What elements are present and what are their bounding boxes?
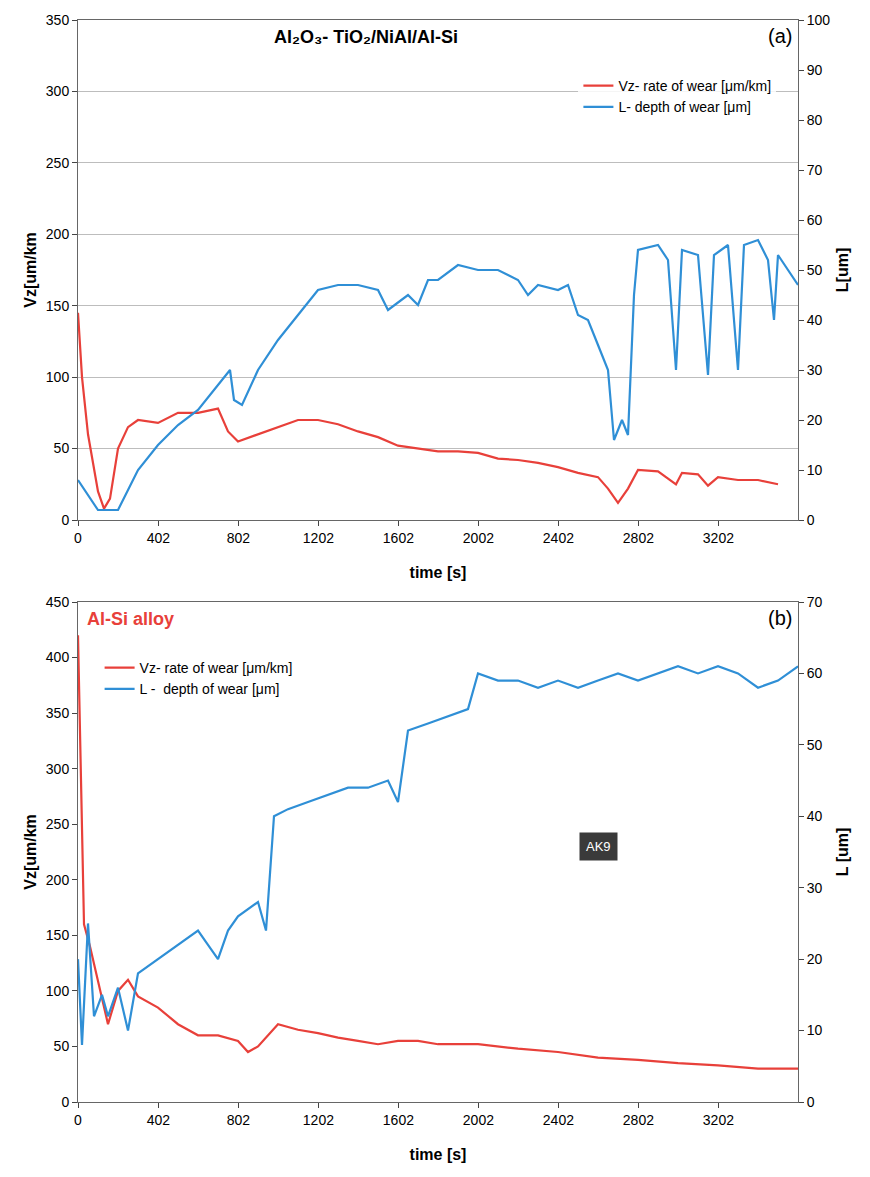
svg-text:100: 100: [46, 369, 70, 385]
svg-text:250: 250: [46, 155, 70, 171]
svg-text:Vz- rate of wear [μm/km]: Vz- rate of wear [μm/km]: [140, 660, 293, 676]
svg-text:100: 100: [807, 12, 831, 28]
svg-text:400: 400: [46, 649, 70, 665]
svg-text:50: 50: [807, 262, 823, 278]
svg-text:10: 10: [807, 1022, 823, 1038]
svg-text:450: 450: [46, 594, 70, 610]
svg-text:0: 0: [74, 1112, 82, 1128]
svg-text:1202: 1202: [303, 1112, 334, 1128]
svg-text:Al-Si alloy: Al-Si alloy: [87, 609, 174, 629]
svg-text:Al₂O₃- TiO₂/NiAl/Al-Si: Al₂O₃- TiO₂/NiAl/Al-Si: [274, 27, 458, 47]
svg-text:250: 250: [46, 816, 70, 832]
svg-text:L - depth of wear [μm]: L - depth of wear [μm]: [140, 681, 280, 697]
svg-text:350: 350: [46, 705, 70, 721]
svg-text:0: 0: [74, 530, 82, 546]
svg-text:300: 300: [46, 83, 70, 99]
svg-text:time [s]: time [s]: [410, 1146, 467, 1163]
svg-text:2002: 2002: [463, 530, 494, 546]
svg-text:(a): (a): [768, 25, 792, 47]
svg-text:(b): (b): [768, 607, 792, 629]
svg-text:Vz- rate of wear [μm/km]: Vz- rate of wear [μm/km]: [618, 78, 771, 94]
svg-text:60: 60: [807, 212, 823, 228]
svg-text:802: 802: [227, 530, 251, 546]
svg-text:time [s]: time [s]: [410, 564, 467, 581]
svg-text:150: 150: [46, 298, 70, 314]
svg-text:0: 0: [61, 512, 69, 528]
svg-text:1202: 1202: [303, 530, 334, 546]
svg-text:2002: 2002: [463, 1112, 494, 1128]
svg-text:2402: 2402: [543, 530, 574, 546]
svg-text:40: 40: [807, 312, 823, 328]
svg-text:150: 150: [46, 927, 70, 943]
svg-text:20: 20: [807, 951, 823, 967]
svg-text:200: 200: [46, 872, 70, 888]
svg-text:30: 30: [807, 362, 823, 378]
svg-text:2802: 2802: [623, 1112, 654, 1128]
svg-text:30: 30: [807, 880, 823, 896]
svg-text:402: 402: [147, 1112, 171, 1128]
svg-text:80: 80: [807, 112, 823, 128]
svg-text:L[um]: L[um]: [834, 248, 851, 292]
svg-text:300: 300: [46, 761, 70, 777]
svg-text:90: 90: [807, 62, 823, 78]
svg-text:50: 50: [54, 440, 70, 456]
svg-text:AK9: AK9: [586, 839, 611, 854]
svg-text:802: 802: [227, 1112, 251, 1128]
svg-text:50: 50: [54, 1038, 70, 1054]
svg-text:1602: 1602: [383, 1112, 414, 1128]
svg-text:3202: 3202: [703, 1112, 734, 1128]
svg-text:20: 20: [807, 412, 823, 428]
svg-text:L- depth of wear [μm]: L- depth of wear [μm]: [618, 99, 751, 115]
svg-text:40: 40: [807, 808, 823, 824]
svg-text:Vz[um/km: Vz[um/km: [22, 232, 39, 308]
svg-text:2802: 2802: [623, 530, 654, 546]
svg-text:200: 200: [46, 226, 70, 242]
svg-text:Vz[um/km: Vz[um/km: [22, 814, 39, 890]
svg-text:70: 70: [807, 162, 823, 178]
svg-text:0: 0: [807, 512, 815, 528]
svg-text:70: 70: [807, 594, 823, 610]
svg-text:10: 10: [807, 462, 823, 478]
svg-text:3202: 3202: [703, 530, 734, 546]
svg-text:100: 100: [46, 983, 70, 999]
svg-text:50: 50: [807, 737, 823, 753]
svg-text:1602: 1602: [383, 530, 414, 546]
svg-text:60: 60: [807, 665, 823, 681]
svg-text:350: 350: [46, 12, 70, 28]
svg-text:L [um]: L [um]: [834, 828, 851, 877]
svg-text:402: 402: [147, 530, 171, 546]
svg-text:2402: 2402: [543, 1112, 574, 1128]
svg-text:0: 0: [807, 1094, 815, 1110]
svg-text:0: 0: [61, 1094, 69, 1110]
